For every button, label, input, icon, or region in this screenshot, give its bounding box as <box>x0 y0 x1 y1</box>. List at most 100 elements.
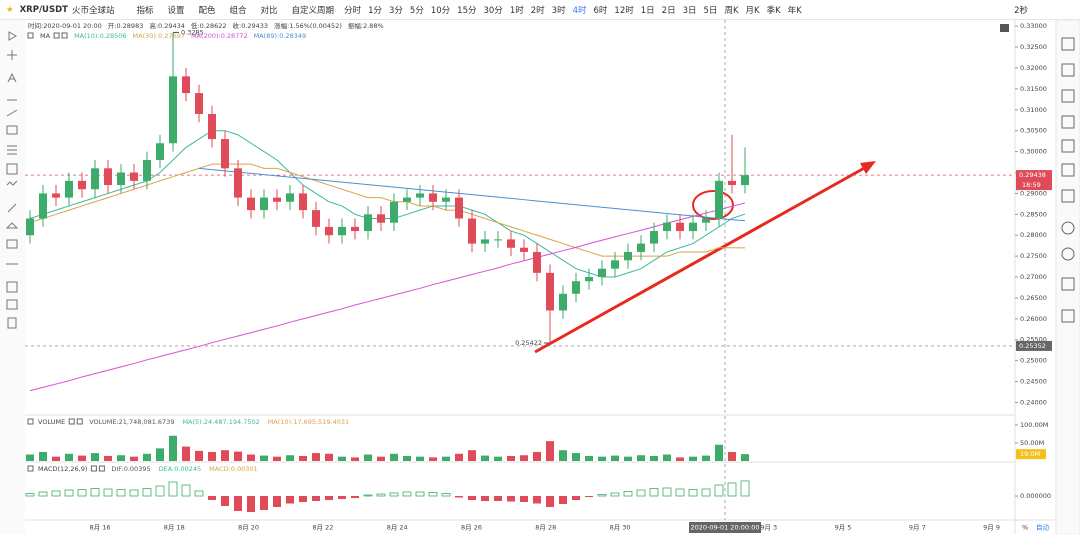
period-button[interactable]: 月K <box>745 5 760 16</box>
fullscreen-icon[interactable] <box>1000 24 1009 32</box>
macd-bar <box>415 491 425 497</box>
period-button[interactable]: 分时 <box>344 5 362 16</box>
symbol[interactable]: XRP/USDT <box>19 4 68 15</box>
info-item: 低:0.28622 <box>191 21 227 30</box>
candle-body <box>351 226 359 232</box>
macd-bar <box>103 488 113 497</box>
exchange[interactable]: 火币全球站 <box>71 5 115 16</box>
pane-legend: VOLUME:21,748,081.6739 <box>89 418 174 426</box>
period-button[interactable]: 2日 <box>661 5 676 16</box>
y-tick-label: 0.25000 <box>1020 357 1047 365</box>
candle-body <box>481 239 489 244</box>
x-tick-label: 8月 24 <box>387 524 408 532</box>
period-button[interactable]: 1时 <box>509 5 524 16</box>
custom-period[interactable]: 自定义周期 <box>291 5 335 16</box>
period-button[interactable]: 1分 <box>368 5 382 16</box>
period-button[interactable]: 季K <box>766 5 781 16</box>
volume-bar <box>26 454 34 461</box>
volume-bar <box>143 453 151 461</box>
y-tick-label: 0.31000 <box>1020 106 1047 114</box>
period-button[interactable]: 12时 <box>614 5 634 16</box>
period-button[interactable]: 3时 <box>551 5 566 16</box>
toolbar-button[interactable]: 组合 <box>229 5 247 16</box>
candle-body <box>559 293 567 311</box>
candle-body <box>546 272 554 311</box>
candle-body <box>52 193 60 198</box>
volume-bar <box>403 455 411 461</box>
volume-bar <box>663 454 671 461</box>
candle-body <box>741 175 749 186</box>
period-button[interactable]: 3日 <box>682 5 697 16</box>
refresh-rate[interactable]: 2秒 <box>1014 5 1028 16</box>
macd-bar <box>559 496 567 504</box>
period-button[interactable]: 周K <box>724 5 739 16</box>
star-icon[interactable]: ★ <box>6 4 14 15</box>
crosshair-tag <box>689 522 761 533</box>
volume-bar <box>741 454 749 461</box>
candle-body <box>169 76 177 144</box>
y-tick-label: 0.28500 <box>1020 210 1047 218</box>
volume-bar <box>247 454 255 461</box>
volume-bar <box>650 455 658 461</box>
toolbar-button[interactable]: 配色 <box>198 5 216 16</box>
macd-bar <box>168 481 178 497</box>
period-button[interactable]: 3分 <box>388 5 403 16</box>
macd-bar <box>234 496 242 511</box>
toolbar-button[interactable]: 对比 <box>260 5 278 16</box>
period-button[interactable]: 6时 <box>593 5 608 16</box>
candle-body <box>533 251 541 273</box>
volume-bar <box>364 454 372 461</box>
candle-body <box>624 251 632 261</box>
macd-bar <box>468 496 476 500</box>
toggle-icon <box>27 418 34 425</box>
chart: 时间:2020-09-01 20:00 开:0.28983 高:0.29434 低:0… <box>0 20 1080 534</box>
settings-icon <box>90 465 97 472</box>
period-button[interactable]: 15分 <box>457 5 477 16</box>
volume-bar <box>689 456 697 461</box>
period-button[interactable]: 年K <box>787 5 802 16</box>
volume-bar <box>637 455 645 461</box>
toolbar-button[interactable]: 设置 <box>167 5 185 16</box>
toolbar-button[interactable]: 指标 <box>136 5 154 16</box>
x-tick-label: 9月 7 <box>909 524 926 532</box>
y-tick-label: 0.24000 <box>1020 398 1047 406</box>
y-tick-label: 0.000000 <box>1020 492 1051 500</box>
footer-auto[interactable]: 自动 <box>1036 523 1050 532</box>
period-button[interactable]: 5分 <box>409 5 424 16</box>
candle-body <box>260 197 268 211</box>
period-button[interactable]: 4时 <box>572 5 587 16</box>
macd-bar <box>714 484 724 497</box>
candle-body <box>728 180 736 186</box>
period-button[interactable]: 2时 <box>530 5 545 16</box>
countdown: 18:59 <box>1022 181 1041 189</box>
period-button[interactable]: 30分 <box>483 5 503 16</box>
candle-body <box>338 226 346 236</box>
x-tick-label: 8月 28 <box>535 524 556 532</box>
volume-bar <box>546 441 554 461</box>
volume-bar <box>520 455 528 461</box>
candle-body <box>247 197 255 211</box>
x-tick-label: 8月 22 <box>312 524 333 532</box>
y-tick-label: 0.26000 <box>1020 315 1047 323</box>
volume-bar <box>130 456 138 461</box>
macd-bar <box>208 496 216 500</box>
candle-body <box>117 172 125 186</box>
macd-bar <box>701 488 711 497</box>
period-button[interactable]: 5日 <box>703 5 718 16</box>
macd-bar <box>441 493 451 497</box>
y-tick-label: 100.00M <box>1020 421 1048 429</box>
pane-title: VOLUME <box>38 418 65 426</box>
footer-percent[interactable]: % <box>1022 524 1028 532</box>
candle-body <box>286 193 294 202</box>
period-button[interactable]: 1日 <box>640 5 655 16</box>
macd-bar <box>481 496 489 501</box>
period-button[interactable]: 10分 <box>430 5 451 16</box>
min-label: 0.25422 <box>515 339 542 347</box>
close-icon <box>76 418 83 425</box>
macd-bar <box>51 490 61 497</box>
y-tick-label: 0.33000 <box>1020 22 1047 30</box>
candle-body <box>377 214 385 223</box>
volume-bar <box>598 456 606 461</box>
sidebar-icons <box>1061 37 1075 323</box>
candle-body <box>130 172 138 181</box>
